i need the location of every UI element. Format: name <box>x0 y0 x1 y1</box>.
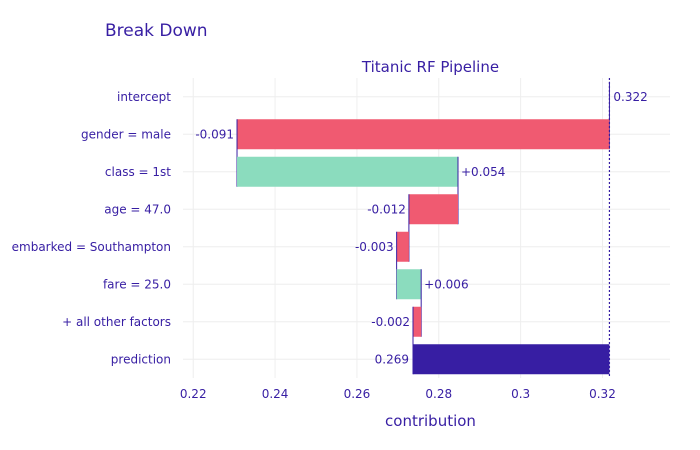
value-label: -0.012 <box>367 202 406 216</box>
category-label: class = 1st <box>105 165 171 179</box>
x-tick-label: 0.3 <box>511 387 530 401</box>
value-label: -0.091 <box>195 127 234 141</box>
x-axis-label: contribution <box>385 412 476 430</box>
value-label: -0.002 <box>371 315 410 329</box>
x-tick-label: 0.28 <box>425 387 452 401</box>
labels: 0.22 0.24 0.26 0.28 0.3 0.32 intercept 0.322 gen… <box>12 90 648 401</box>
category-label: fare = 25.0 <box>103 277 171 291</box>
bar <box>396 269 422 300</box>
category-label: + all other factors <box>62 315 171 329</box>
category-label: gender = male <box>81 127 171 141</box>
value-label: 0.269 <box>375 352 409 366</box>
x-tick-label: 0.32 <box>589 387 616 401</box>
value-label: +0.054 <box>461 165 505 179</box>
category-label: embarked = Southampton <box>12 240 171 254</box>
value-label: 0.322 <box>613 90 647 104</box>
bar <box>408 194 459 225</box>
bars <box>236 78 611 378</box>
category-label: age = 47.0 <box>104 202 171 216</box>
value-label: +0.006 <box>424 277 468 291</box>
bar <box>237 156 459 187</box>
chart-subtitle: Titanic RF Pipeline <box>361 58 499 76</box>
bar <box>412 344 610 375</box>
bar <box>412 306 422 337</box>
value-label: -0.003 <box>355 240 394 254</box>
x-tick-label: 0.24 <box>262 387 289 401</box>
category-label: intercept <box>117 90 171 104</box>
x-tick-label: 0.22 <box>180 387 207 401</box>
bar <box>237 119 610 150</box>
category-label: prediction <box>111 352 171 366</box>
x-tick-label: 0.26 <box>344 387 371 401</box>
page-title: Break Down <box>105 21 208 41</box>
bar <box>396 231 409 262</box>
